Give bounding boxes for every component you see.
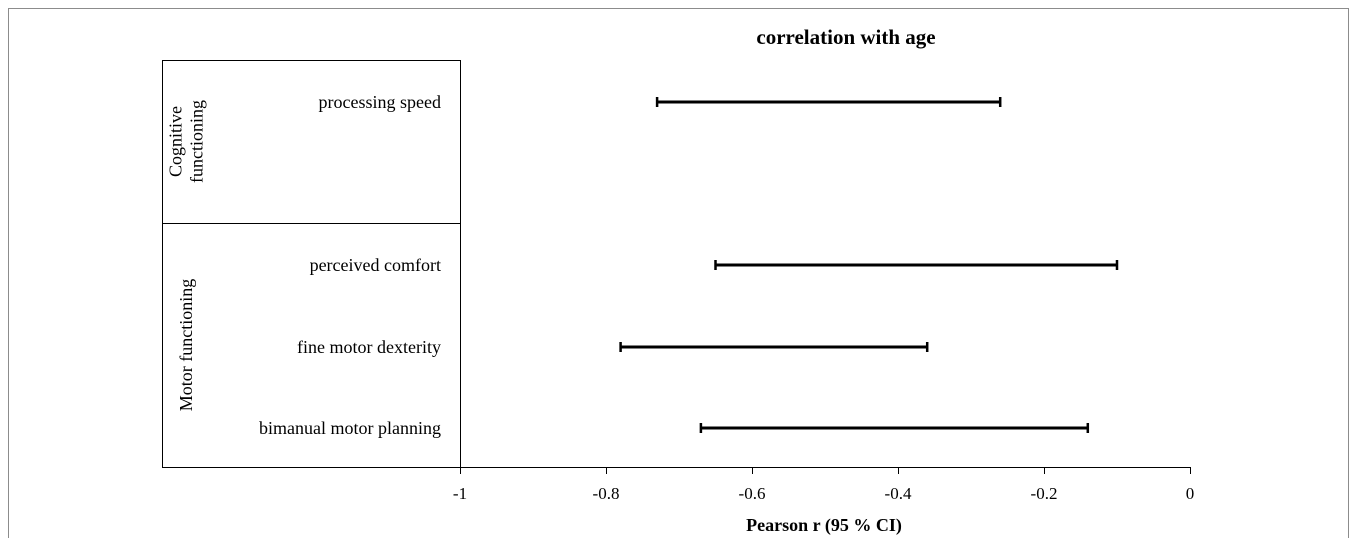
x-tick-label: -0.6 (739, 484, 766, 503)
group-label: Cognitivefunctioning (166, 100, 207, 183)
group-label-line: Motor functioning (176, 279, 196, 412)
group-label: Motor functioning (176, 279, 196, 412)
group-label-line: Cognitive (166, 106, 186, 177)
x-tick-label: -0.2 (1031, 484, 1058, 503)
row-label: fine motor dexterity (297, 337, 441, 357)
row-label: perceived comfort (310, 255, 441, 275)
chart-title: correlation with age (756, 25, 935, 49)
x-tick-label: -0.4 (885, 484, 912, 503)
x-axis-ticks: -1 -0.8 -0.6 -0.4 -0.2 0 (453, 467, 1194, 503)
confidence-intervals (619, 97, 1119, 433)
group-labels: Cognitivefunctioning Motor functioning (166, 100, 207, 411)
x-tick-label: -0.8 (593, 484, 620, 503)
chart-border (8, 8, 1349, 543)
x-tick-label: 0 (1186, 484, 1195, 503)
row-label: bimanual motor planning (259, 418, 441, 438)
x-tick-label: -1 (453, 484, 467, 503)
group-label-line: functioning (187, 100, 207, 183)
x-axis-label: Pearson r (95 % CI) (746, 515, 902, 536)
row-label: processing speed (319, 92, 441, 112)
row-labels: processing speed perceived comfort fine mo… (259, 92, 441, 438)
